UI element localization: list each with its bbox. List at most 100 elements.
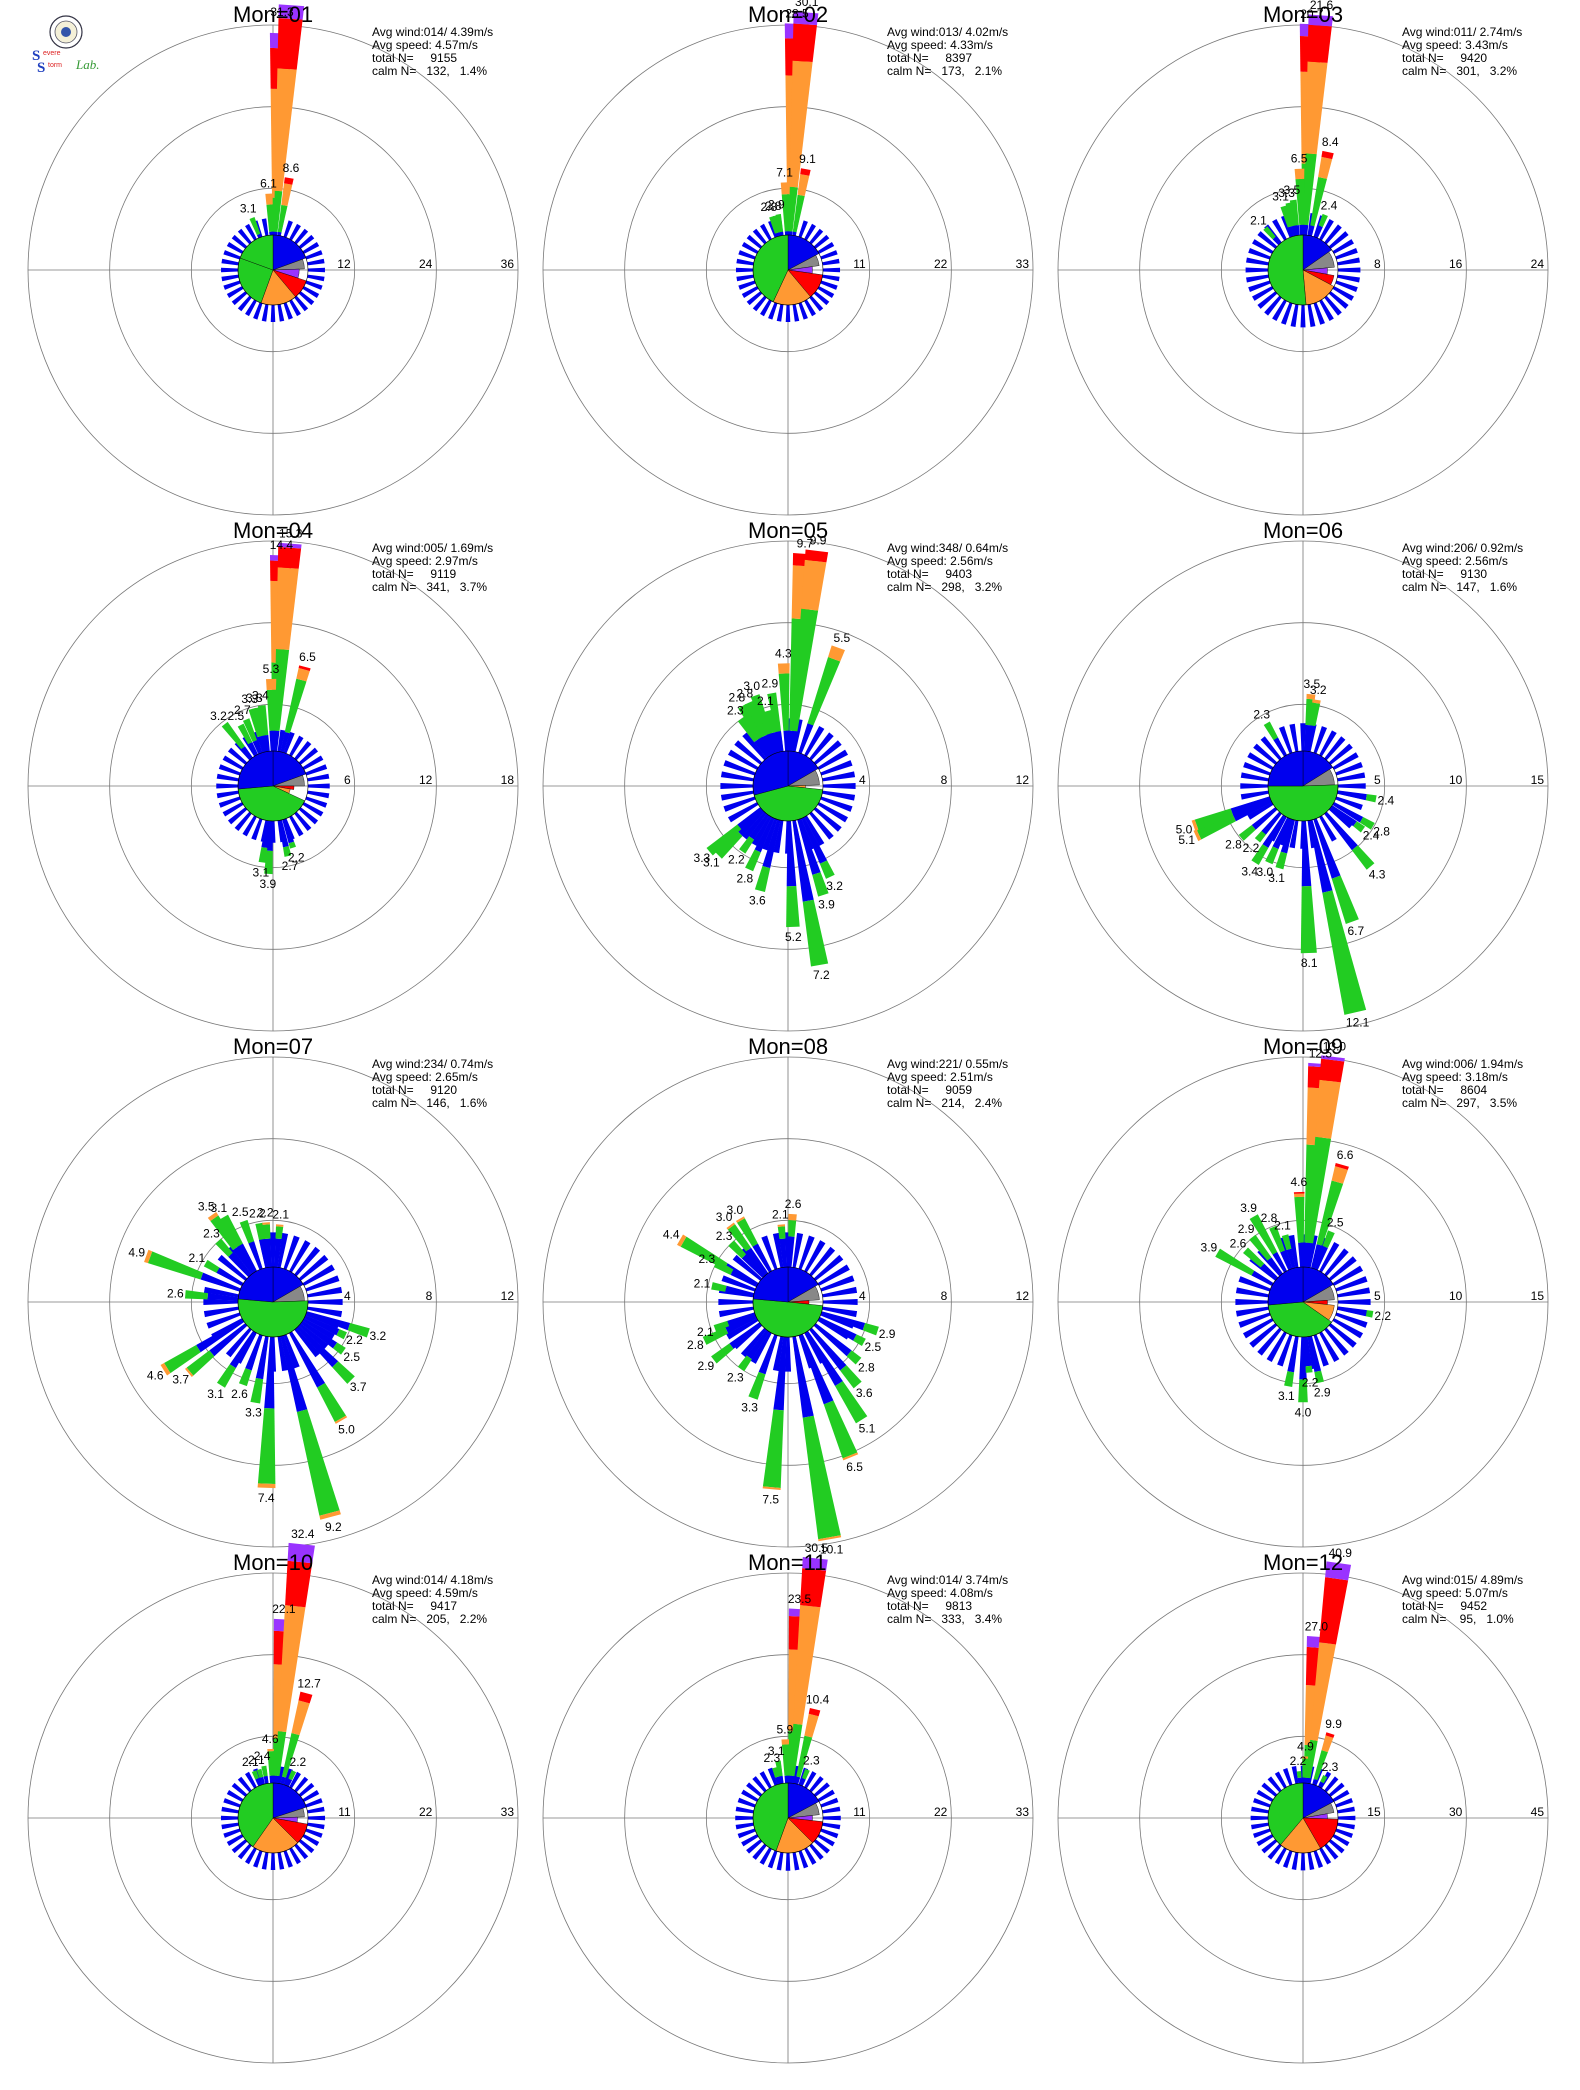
petal-segment: [853, 1334, 866, 1346]
direction-tick-bar: [727, 802, 759, 823]
petal-value-label: 5.9: [777, 1722, 794, 1736]
direction-tick-bar: [203, 1306, 239, 1318]
petal-segment: [1298, 1242, 1304, 1268]
wind-stat-line: total N= 8604: [1402, 1083, 1488, 1097]
center-pie-sector: [272, 774, 305, 787]
direction-tick-bar: [1319, 815, 1337, 842]
petal-segment: [1267, 1257, 1283, 1276]
direction-tick-bar: [822, 790, 856, 801]
petal-segment: [1196, 814, 1236, 840]
petal-segment: [1312, 1778, 1318, 1786]
petal-value-label: 2.5: [343, 1350, 360, 1364]
direction-tick-bar: [727, 749, 759, 770]
direction-tick-bar: [1291, 1852, 1299, 1870]
petal-segment: [1306, 725, 1316, 752]
petal-segment: [777, 1226, 786, 1239]
petal-value-label: 3.9: [1240, 1201, 1257, 1215]
center-pie-sector: [272, 258, 305, 271]
petal-segment: [273, 190, 283, 232]
wind-stat-line: total N= 9155: [372, 51, 458, 65]
direction-tick-bar: [746, 291, 763, 306]
direction-tick-bar: [302, 755, 324, 770]
petal-value-label: 3.1: [253, 865, 270, 879]
petal-segment: [767, 692, 782, 732]
windrose-plot: 6 12 1814.415.36.55.33.43.33.32.72.53.23.9…: [27, 526, 519, 1032]
petal-segment: [255, 1222, 265, 1240]
petal-segment: [274, 648, 290, 731]
petal-value-label: 2.1: [1250, 214, 1267, 228]
direction-tick-bar: [216, 790, 239, 799]
ring-tick-label: 8: [941, 773, 948, 787]
petal-segment: [258, 847, 268, 863]
direction-tick-bar: [1337, 1299, 1371, 1305]
ring-tick-label: 11: [853, 1805, 866, 1819]
wind-stat-line: calm N= 301, 3.2%: [1402, 64, 1518, 78]
petal-value-label: 5.3: [263, 662, 280, 676]
severe-storm-lab-logo: S evere S torm Lab.: [32, 14, 112, 76]
svg-text:torm: torm: [48, 62, 62, 69]
petal-segment: [737, 809, 765, 837]
petal-segment: [725, 1285, 755, 1297]
ring-tick-label: 33: [1016, 257, 1030, 271]
petal-segment: [754, 739, 770, 759]
petal-value-label: 2.3: [1253, 708, 1270, 722]
direction-tick-bar: [289, 223, 301, 241]
direction-tick-bar: [226, 1790, 244, 1802]
petal-value-label: 7.4: [258, 1491, 275, 1505]
petal-value-label: 2.7: [282, 859, 299, 873]
petal-segment: [266, 689, 276, 731]
petal-segment: [846, 1350, 862, 1365]
windrose-panel: 15 30 45 27.0 40.9 9.9 4.9 2.2 2.3 Mon=12 Avg wind…: [1057, 1546, 1575, 2079]
direction-tick-bar: [1272, 299, 1287, 321]
direction-tick-bar: [804, 1847, 817, 1865]
petal-segment: [269, 1775, 274, 1784]
direction-tick-bar: [785, 1852, 791, 1871]
petal-value-label: 9.9: [1325, 1717, 1342, 1731]
petal-segment: [746, 1247, 769, 1276]
direction-tick-bar: [307, 1298, 343, 1306]
direction-tick-bar: [307, 773, 330, 782]
petal-value-label: 4.6: [147, 1369, 164, 1383]
ring-tick-label: 5: [1374, 773, 1381, 787]
petal-value-label: 3.6: [856, 1386, 873, 1400]
petal-segment: [283, 846, 292, 857]
direction-tick-bar: [307, 258, 325, 266]
direction-tick-bar: [302, 802, 324, 817]
wind-stat-line: Avg speed: 3.18m/s: [1402, 1070, 1508, 1084]
petal-segment: [727, 1224, 752, 1252]
petal-segment: [1314, 1370, 1324, 1384]
petal-value-label: 3.9: [818, 898, 835, 912]
direction-tick-bar: [1246, 274, 1269, 283]
petal-segment: [278, 819, 289, 848]
direction-tick-bar: [1319, 1847, 1332, 1865]
direction-tick-bar: [302, 242, 320, 254]
petal-segment: [801, 559, 827, 611]
petal-segment: [1321, 150, 1334, 160]
petal-segment: [261, 820, 270, 848]
wind-stat-line: total N= 9120: [372, 1083, 458, 1097]
petal-segment: [800, 1568, 827, 1608]
direction-tick-bar: [1250, 1815, 1269, 1821]
direction-tick-bar: [767, 1767, 778, 1786]
petal-segment: [1191, 819, 1199, 832]
center-circle: [752, 750, 824, 822]
direction-tick-bar: [298, 234, 315, 249]
petal-segment: [252, 707, 265, 737]
ring-tick-label: 12: [1016, 773, 1030, 787]
petal-value-label: 2.2: [257, 1205, 274, 1219]
petal-segment: [249, 217, 261, 236]
direction-tick-bar: [813, 1839, 830, 1854]
petal-segment: [259, 735, 268, 753]
petal-segment: [1303, 224, 1309, 236]
petal-segment: [1296, 1771, 1302, 1778]
petal-segment: [1263, 226, 1276, 240]
petal-segment: [706, 824, 742, 856]
direction-tick-bar: [1260, 736, 1282, 761]
direction-tick-bar: [1257, 291, 1278, 309]
lab-seal-icon: S evere S torm Lab.: [32, 15, 99, 76]
petal-segment: [273, 730, 280, 752]
petal-segment: [274, 68, 297, 192]
petal-segment: [1302, 1777, 1307, 1784]
petal-segment: [216, 1364, 236, 1388]
wind-stat-line: Avg wind:348/ 0.64m/s: [887, 541, 1009, 555]
